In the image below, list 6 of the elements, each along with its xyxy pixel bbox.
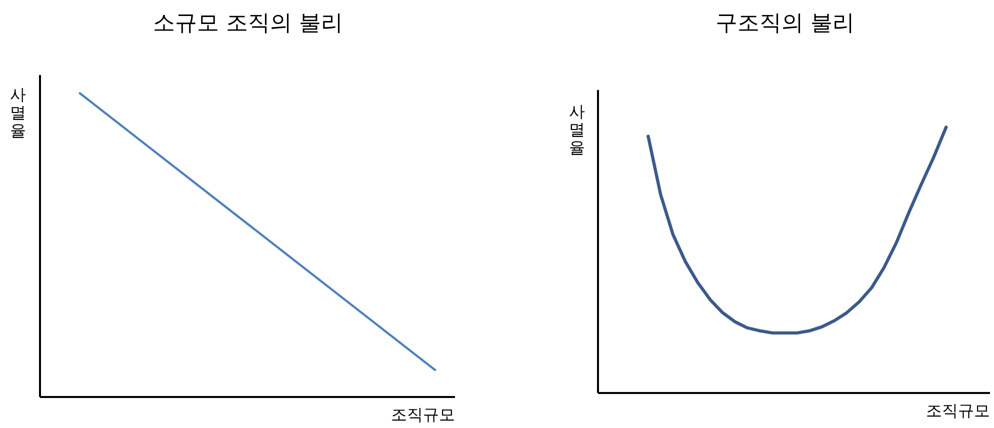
chart-title: 소규모 조직의 불리 — [153, 11, 343, 36]
y-axis-title: 사멸율 — [569, 102, 585, 157]
x-axis-title: 조직규모 — [926, 401, 990, 420]
chart-title: 구조직의 불리 — [716, 11, 854, 36]
x-axis-title: 조직규모 — [391, 405, 455, 424]
y-axis-title: 사멸율 — [10, 85, 26, 140]
